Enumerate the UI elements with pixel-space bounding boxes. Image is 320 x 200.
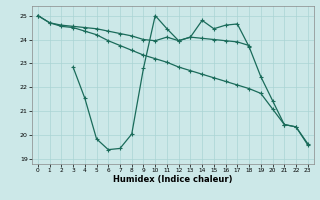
X-axis label: Humidex (Indice chaleur): Humidex (Indice chaleur): [113, 175, 233, 184]
